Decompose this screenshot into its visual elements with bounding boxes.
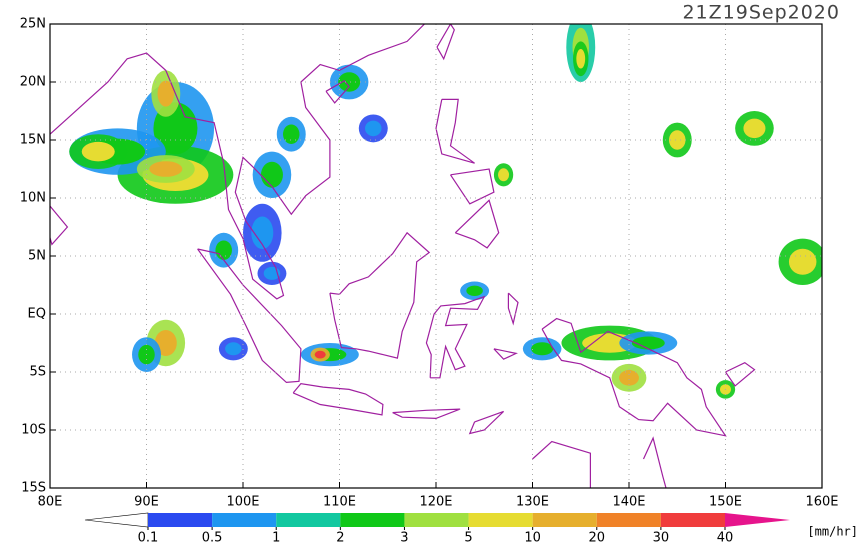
- lon-label: 100E: [226, 495, 259, 510]
- colorbar-label: 30: [653, 531, 670, 544]
- coastline: [50, 24, 426, 300]
- coastline: [450, 168, 495, 205]
- lat-label: 15S: [21, 481, 46, 496]
- lat-label: 5N: [28, 249, 46, 264]
- coastline: [392, 408, 461, 420]
- rain-field: [69, 24, 822, 399]
- lat-label: 10S: [21, 423, 46, 438]
- coastline: [725, 362, 756, 387]
- rain-core: [283, 124, 300, 144]
- rain-core: [251, 216, 274, 250]
- colorbar-box: [468, 513, 533, 527]
- lat-label: 15N: [20, 133, 46, 148]
- colorbar-label: 2: [336, 531, 344, 544]
- rain-core: [149, 161, 183, 177]
- colorbar-box: [148, 513, 213, 527]
- rain-core: [669, 130, 686, 150]
- rain-core: [338, 72, 361, 92]
- rain-core: [631, 336, 665, 350]
- coastline: [436, 24, 455, 61]
- colorbar-label: 40: [717, 531, 734, 544]
- coastline: [493, 348, 518, 360]
- lat-label: 20N: [20, 75, 46, 90]
- rain-core: [157, 80, 175, 107]
- rain-core: [81, 141, 115, 162]
- lon-label: 160E: [805, 495, 838, 510]
- colorbar-under: [84, 512, 149, 528]
- map-title: 21Z19Sep2020: [682, 2, 840, 24]
- map-frame: [49, 23, 823, 489]
- rain-core: [498, 168, 510, 182]
- colorbar-unit: [mm/hr]: [807, 525, 858, 539]
- colorbar-label: 0.5: [202, 531, 223, 544]
- coastline: [329, 231, 431, 359]
- colorbar: 0.1 0.5 1 2 3 5 10 20 30 40 [mm/hr]: [84, 512, 858, 544]
- rain-core: [576, 49, 586, 69]
- lon-label: 90E: [134, 495, 159, 510]
- coastline: [292, 382, 384, 416]
- colorbar-label: 10: [524, 531, 541, 544]
- lat-label: 5S: [29, 365, 46, 380]
- coastline: [197, 248, 302, 384]
- colorbar-label: 5: [464, 531, 472, 544]
- coastline: [468, 410, 505, 435]
- rain-core: [365, 120, 382, 137]
- colorbar-box: [212, 513, 277, 527]
- rain-core: [619, 370, 639, 386]
- colorbar-box: [276, 513, 341, 527]
- coastline: [541, 317, 727, 437]
- colorbar-box: [340, 513, 405, 527]
- rain-core: [466, 285, 483, 296]
- colorbar-label: 20: [589, 531, 606, 544]
- coastline: [325, 80, 350, 104]
- colorbar-box: [532, 513, 597, 527]
- rain-core: [743, 118, 766, 139]
- lon-label: 130E: [516, 495, 549, 510]
- colorbar-label: 0.1: [138, 531, 159, 544]
- lat-label: 10N: [20, 191, 46, 206]
- rain-core: [225, 342, 242, 356]
- rain-core: [260, 161, 283, 188]
- colorbar-label: 3: [400, 531, 408, 544]
- rain-core: [531, 342, 554, 356]
- coastline: [454, 199, 500, 249]
- lon-label: 150E: [709, 495, 742, 510]
- coastline: [50, 205, 69, 246]
- colorbar-over: [725, 513, 790, 527]
- lon-label: 120E: [419, 495, 452, 510]
- coastline: [507, 292, 519, 326]
- rain-core: [215, 240, 232, 260]
- lat-label: 25N: [20, 17, 46, 32]
- colorbar-box: [660, 513, 725, 527]
- coastline: [435, 98, 475, 164]
- lat-label: EQ: [28, 307, 46, 322]
- coastline: [642, 436, 667, 488]
- lon-label: 80E: [38, 495, 63, 510]
- coastline: [532, 440, 591, 488]
- lon-label: 140E: [612, 495, 645, 510]
- rain-core: [314, 350, 326, 359]
- colorbar-label: 1: [272, 531, 280, 544]
- rain-core: [788, 248, 817, 275]
- coastline: [425, 295, 486, 379]
- coastlines: [50, 24, 756, 488]
- lon-label: 110E: [323, 495, 356, 510]
- colorbar-box: [596, 513, 661, 527]
- colorbar-box: [404, 513, 469, 527]
